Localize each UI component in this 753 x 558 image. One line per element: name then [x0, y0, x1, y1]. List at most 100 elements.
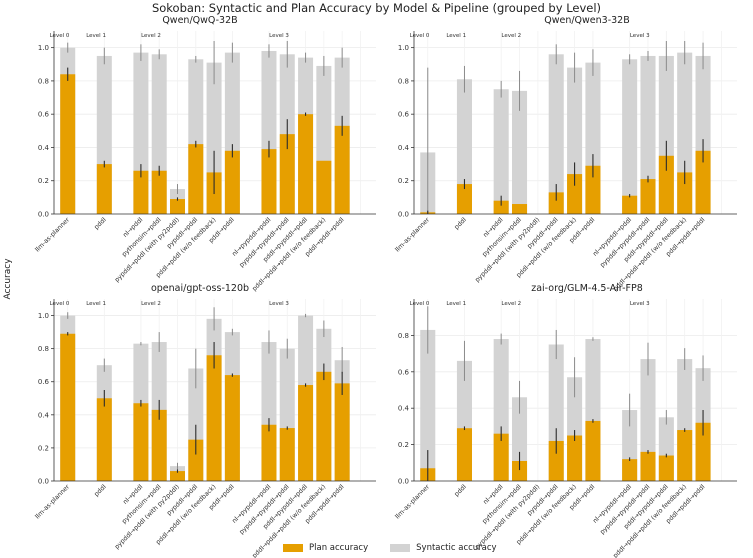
level-label: Level 0	[410, 33, 430, 39]
plan-bar	[316, 371, 332, 481]
plan-bar	[567, 435, 583, 481]
panel-title: openai/gpt-oss-120b	[151, 283, 249, 294]
x-tick-label: pddl	[93, 483, 108, 498]
y-tick-label: 0.2	[38, 444, 49, 452]
x-tick-label: pddl	[453, 216, 468, 231]
syntactic-bar	[512, 90, 528, 214]
y-tick-label: 0.2	[398, 441, 409, 449]
plan-bar	[279, 428, 295, 481]
syntactic-bar	[420, 329, 436, 481]
level-label: Level 1	[446, 301, 466, 307]
plan-bar	[493, 433, 509, 481]
plan-bar	[261, 424, 277, 481]
panel-1: Qwen/QwQ-32B Level 0 Level 1 Level 2 Level …	[34, 15, 376, 293]
panel-title: zai-org/GLM-4.5-Air-FP8	[531, 283, 643, 294]
y-tick-label: 0.0	[38, 211, 49, 219]
x-tick-label: llm-as-planner	[34, 216, 71, 253]
plan-bar	[622, 195, 638, 214]
plan-bar	[640, 179, 656, 214]
syntactic-bar	[640, 359, 656, 481]
y-tick-label: 0.4	[38, 411, 50, 419]
plan-bar	[133, 170, 149, 214]
plan-bar	[169, 199, 185, 214]
y-tick-label: 1.0	[38, 312, 49, 320]
plan-bar	[548, 440, 564, 481]
syntactic-bar	[548, 54, 564, 214]
legend-swatch-plan	[283, 544, 303, 552]
y-axis-label: Accuracy	[3, 258, 13, 300]
plan-bar	[456, 184, 472, 214]
plan-bar	[96, 398, 112, 481]
y-tick-label: 1.0	[38, 44, 49, 52]
level-label: Level 2	[141, 301, 161, 307]
panel-2: Qwen/Qwen3-32B Level 0 Level 1 Level 2 Leve…	[394, 15, 737, 293]
plan-bar	[334, 125, 350, 214]
legend-label-plan: Plan accuracy	[309, 543, 369, 553]
plan-bar	[298, 114, 314, 214]
plan-bar	[512, 460, 528, 481]
level-label: Level 2	[501, 33, 521, 39]
plan-bar	[151, 409, 167, 481]
x-tick-label: llm-as-planner	[394, 483, 431, 520]
plan-bar	[151, 170, 167, 214]
level-label: Level 2	[141, 33, 161, 39]
plan-bar	[188, 439, 204, 481]
y-tick-label: 0.4	[398, 405, 410, 413]
plan-bar	[548, 192, 564, 214]
plan-bar	[316, 160, 332, 214]
y-tick-label: 0.2	[398, 177, 409, 185]
plan-bar	[60, 74, 76, 214]
y-tick-label: 0.6	[38, 378, 50, 386]
level-label: Level 1	[86, 33, 106, 39]
panel-title: Qwen/Qwen3-32B	[544, 15, 630, 26]
panel-3: openai/gpt-oss-120b Level 0 Level 1 Level …	[34, 283, 376, 558]
legend: Plan accuracy Syntactic accuracy	[283, 540, 497, 556]
level-label: Level 1	[446, 33, 466, 39]
level-label: Level 0	[50, 33, 70, 39]
plan-bar	[677, 172, 693, 214]
plan-bar	[206, 355, 222, 481]
plan-bar	[585, 420, 601, 481]
plan-bar	[456, 428, 472, 481]
level-label: Level 3	[269, 301, 289, 307]
legend-item-plan: Plan accuracy	[283, 543, 368, 553]
y-tick-label: 0.8	[38, 77, 49, 85]
x-tick-label: pddl	[453, 483, 468, 498]
plan-bar	[658, 155, 674, 214]
legend-swatch-syntactic	[390, 544, 411, 552]
plan-bar	[585, 165, 601, 214]
figure-title: Sokoban: Syntactic and Plan Accuracy by …	[152, 1, 601, 15]
plan-bar	[695, 422, 711, 481]
syntactic-bar	[640, 55, 656, 214]
y-tick-label: 0.8	[398, 77, 409, 85]
y-tick-label: 0.0	[398, 478, 409, 486]
plan-bar	[512, 204, 528, 214]
plan-bar	[695, 150, 711, 214]
plan-bar	[279, 134, 295, 214]
y-tick-label: 0.6	[398, 111, 410, 119]
y-tick-label: 0.0	[398, 211, 409, 219]
level-label: Level 0	[50, 301, 70, 307]
y-tick-label: 0.8	[38, 345, 49, 353]
plan-bar	[188, 144, 204, 214]
level-label: Level 3	[630, 33, 650, 39]
y-tick-label: 0.4	[398, 144, 410, 152]
level-label: Level 3	[630, 301, 650, 307]
plan-bar	[261, 149, 277, 214]
syntactic-bar	[493, 89, 509, 214]
x-tick-label: pddl	[93, 216, 108, 231]
plan-bar	[677, 430, 693, 481]
panel-4: zai-org/GLM-4.5-Air-FP8 Level 0 Level 1 Le…	[394, 283, 737, 558]
syntactic-bar	[456, 79, 472, 214]
plan-bar	[622, 459, 638, 481]
y-tick-label: 0.4	[38, 144, 50, 152]
plan-bar	[640, 451, 656, 481]
legend-label-syntactic: Syntactic accuracy	[416, 543, 497, 553]
level-label: Level 1	[86, 301, 106, 307]
y-tick-label: 0.6	[398, 368, 410, 376]
panel-title: Qwen/QwQ-32B	[162, 15, 237, 26]
x-tick-label: llm-as-planner	[394, 216, 431, 253]
y-tick-label: 0.6	[38, 111, 50, 119]
plan-bar	[493, 200, 509, 214]
